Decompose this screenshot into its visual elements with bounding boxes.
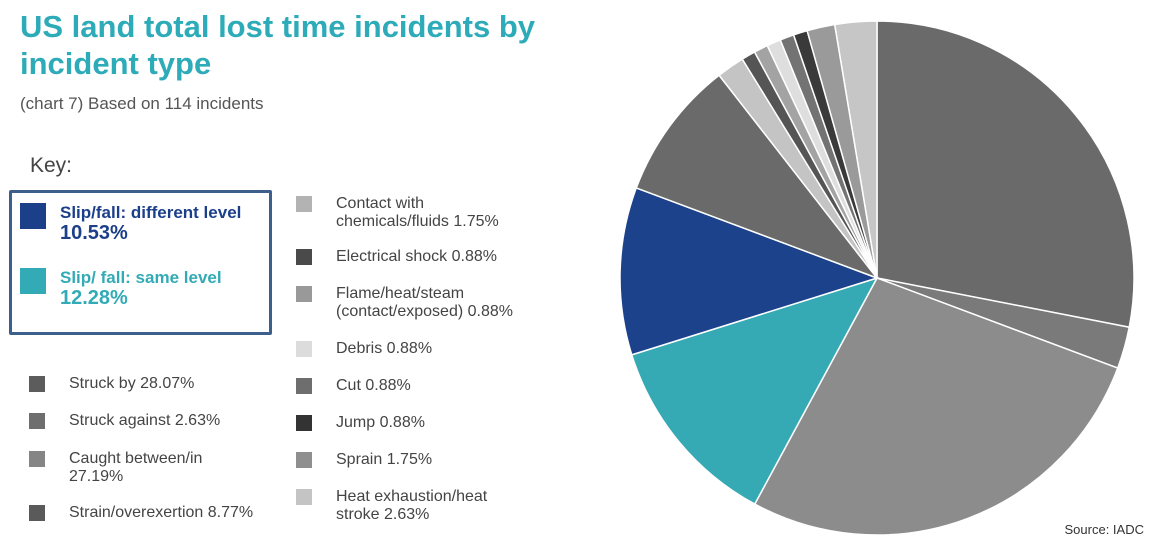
chart-title: US land total lost time incidents by inc… [20, 9, 536, 81]
legend-item-caught-between: Caught between/in 27.19% [29, 450, 259, 486]
legend-label: Heat exhaustion/heat stroke 2.63% [336, 488, 488, 523]
legend-item-cut: Cut 0.88% [296, 377, 546, 395]
legend-swatch [296, 452, 312, 468]
legend-swatch [29, 413, 45, 429]
legend-swatch [20, 268, 46, 294]
legend-label: Caught between/in 27.19% [69, 450, 203, 485]
legend-item-contact-chemicals: Contact with chemicals/fluids 1.75% [296, 195, 541, 231]
legend-label: Flame/heat/steam (contact/exposed) 0.88% [336, 285, 513, 320]
legend-item-strain-overexertion: Strain/overexertion 8.77% [29, 504, 279, 522]
highlight-key-box [9, 190, 272, 335]
legend-percentage: 12.28% [60, 287, 128, 309]
legend-label: Sprain 1.75% [336, 451, 433, 468]
legend-item-struck-against: Struck against 2.63% [29, 412, 279, 430]
legend-swatch [29, 376, 45, 392]
legend-item-flame-heat-steam: Flame/heat/steam (contact/exposed) 0.88% [296, 285, 541, 321]
pie-slice-slip-fall-different-level [619, 186, 880, 356]
legend-label: Electrical shock 0.88% [336, 248, 497, 265]
legend-swatch [296, 196, 312, 212]
legend-percentage: 10.53% [60, 222, 128, 244]
legend-swatch [29, 451, 45, 467]
legend-label: Cut 0.88% [336, 377, 411, 394]
legend-item-jump: Jump 0.88% [296, 414, 546, 432]
legend-label: Contact with chemicals/fluids 1.75% [336, 195, 499, 230]
legend-swatch [20, 203, 46, 229]
legend-label: Struck by 28.07% [69, 375, 195, 392]
legend-label: Slip/fall: different level [60, 203, 242, 222]
legend-item-heat-exhaustion: Heat exhaustion/heat stroke 2.63% [296, 488, 531, 524]
pie-slice-heat-exhaustion-heat-stroke [833, 20, 878, 279]
legend-swatch [29, 505, 45, 521]
legend-item-struck-by: Struck by 28.07% [29, 375, 279, 393]
pie-slice-struck-by [876, 20, 1135, 329]
legend-item-slip-fall-same-level: Slip/ fall: same level 12.28% [20, 267, 260, 309]
key-label: Key: [30, 154, 73, 177]
legend-item-sprain: Sprain 1.75% [296, 451, 546, 469]
pie-chart [619, 20, 1135, 536]
legend-swatch [296, 286, 312, 302]
legend-label: Debris 0.88% [336, 340, 433, 357]
legend-item-slip-fall-different-level: Slip/fall: different level 10.53% [20, 202, 260, 244]
legend-item-debris: Debris 0.88% [296, 340, 546, 358]
legend-label: Jump 0.88% [336, 414, 425, 431]
source-note: Source: IADC [1064, 522, 1144, 537]
legend-swatch [296, 341, 312, 357]
legend-swatch [296, 249, 312, 265]
legend-swatch [296, 378, 312, 394]
legend-label: Strain/overexertion 8.77% [69, 504, 254, 521]
pie-slice-strain-overexertion [635, 74, 880, 280]
legend-swatch [296, 489, 312, 505]
legend-swatch [296, 415, 312, 431]
pie-slice-caught-between-in [753, 277, 1119, 536]
legend-label: Slip/ fall: same level [60, 268, 222, 287]
chart-subtitle: (chart 7) Based on 114 incidents [20, 94, 264, 113]
legend-label: Struck against 2.63% [69, 412, 221, 429]
legend-item-electrical-shock: Electrical shock 0.88% [296, 248, 546, 266]
pie-slice-slip-fall-same-level [630, 276, 879, 506]
